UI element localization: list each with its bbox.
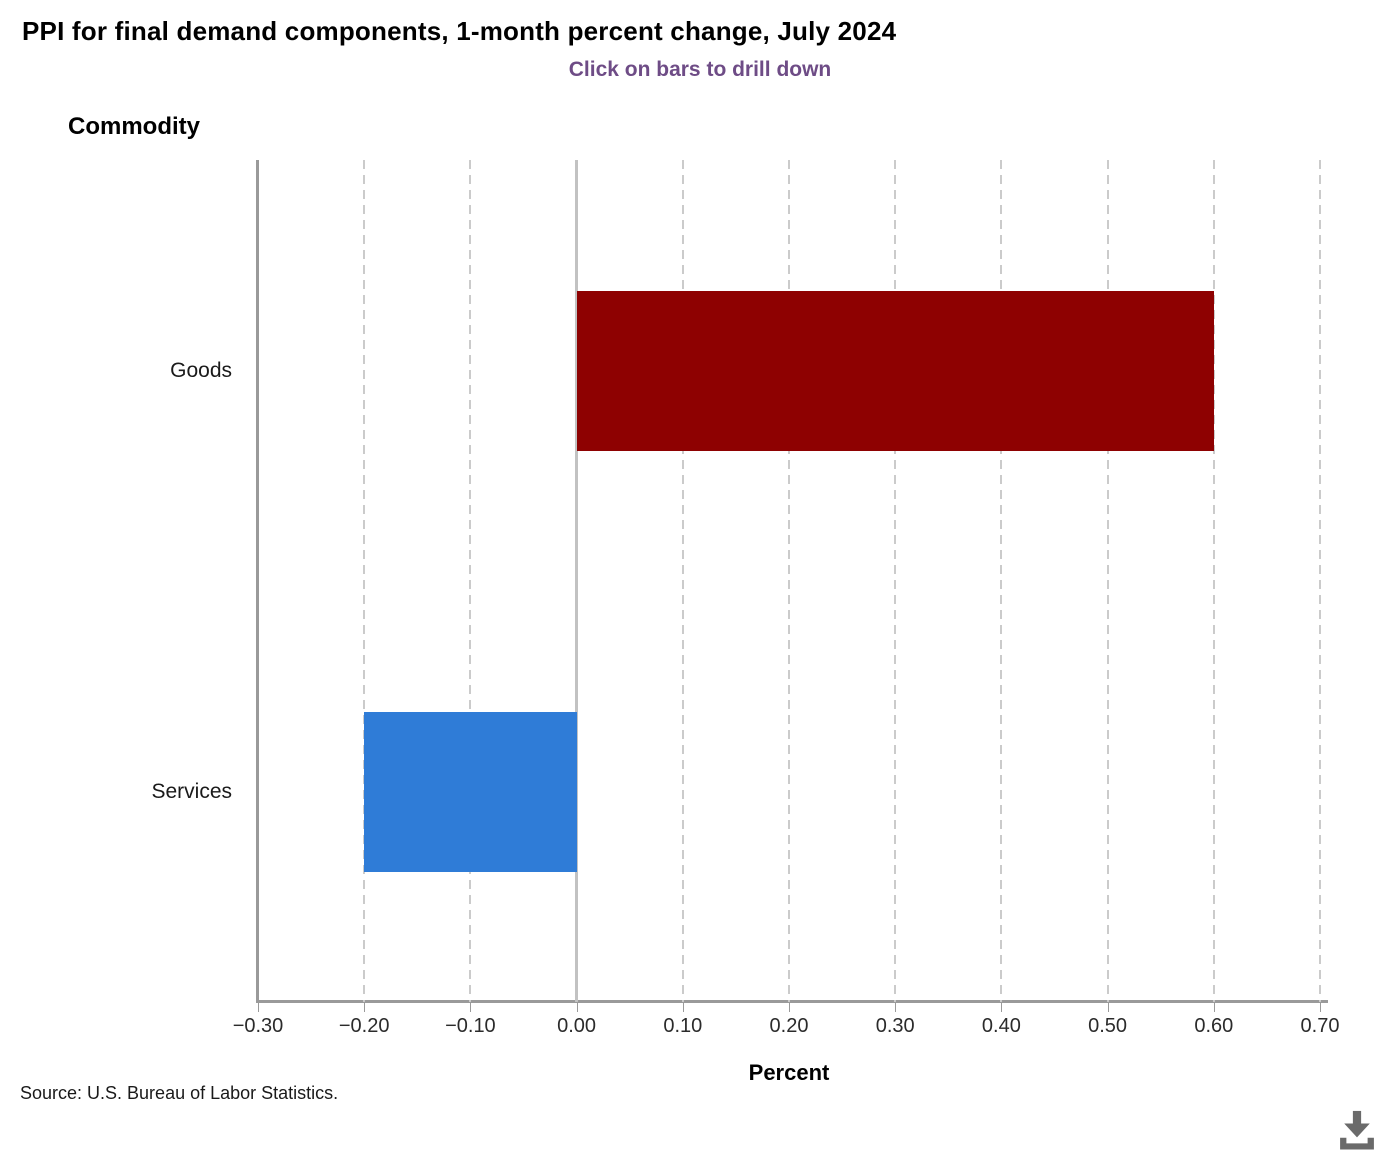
x-tick-label: 0.50	[1088, 1015, 1128, 1037]
download-button[interactable]	[1331, 1104, 1383, 1156]
gridline	[1212, 160, 1215, 1002]
y-axis-title: Commodity	[68, 113, 200, 140]
x-tick-label: 0.10	[663, 1015, 703, 1037]
x-axis-tick	[682, 1003, 684, 1012]
x-axis-tick	[1107, 1003, 1109, 1012]
gridline	[788, 160, 790, 1002]
x-axis-tick	[789, 1003, 790, 1012]
x-tick-label: 0.30	[875, 1015, 915, 1037]
bar-services[interactable]	[364, 711, 577, 872]
x-tick-label: 0.60	[1194, 1015, 1234, 1037]
gridline	[469, 160, 472, 1002]
gridline	[1106, 160, 1109, 1002]
x-tick-label: −0.20	[338, 1015, 390, 1037]
x-tick-label: 0.20	[769, 1015, 809, 1037]
gridline	[1319, 160, 1321, 1002]
x-axis-title: Percent	[748, 1060, 830, 1085]
x-axis-tick	[576, 1003, 578, 1012]
x-axis-tick	[1001, 1003, 1003, 1012]
x-tick-label: −0.10	[445, 1015, 496, 1037]
gridline	[894, 160, 897, 1002]
x-tick-label: 0.00	[557, 1015, 597, 1037]
x-axis-tick	[1213, 1003, 1215, 1012]
gridline	[681, 160, 684, 1002]
zero-line	[575, 160, 579, 1002]
x-axis-tick	[1320, 1003, 1321, 1012]
x-tick-label: 0.70	[1300, 1015, 1340, 1037]
x-axis-tick	[895, 1003, 897, 1012]
x-tick-label: −0.30	[232, 1015, 284, 1037]
x-tick-label: 0.40	[981, 1015, 1021, 1037]
chart-title: PPI for final demand components, 1-month…	[22, 16, 897, 46]
bar-goods[interactable]	[576, 290, 1214, 451]
category-label-services: Services	[151, 779, 232, 803]
chart-subtitle: Click on bars to drill down	[568, 58, 832, 81]
y-axis-line	[256, 160, 259, 1003]
x-axis-tick	[364, 1003, 366, 1012]
x-axis-line	[256, 1000, 1328, 1003]
source-note: Source: U.S. Bureau of Labor Statistics.	[20, 1083, 339, 1103]
category-label-goods: Goods	[170, 358, 232, 382]
x-axis-tick	[470, 1003, 472, 1012]
download-icon	[1340, 1110, 1374, 1150]
gridline	[363, 160, 366, 1002]
x-axis-tick	[258, 1003, 259, 1012]
gridline	[1000, 160, 1003, 1002]
